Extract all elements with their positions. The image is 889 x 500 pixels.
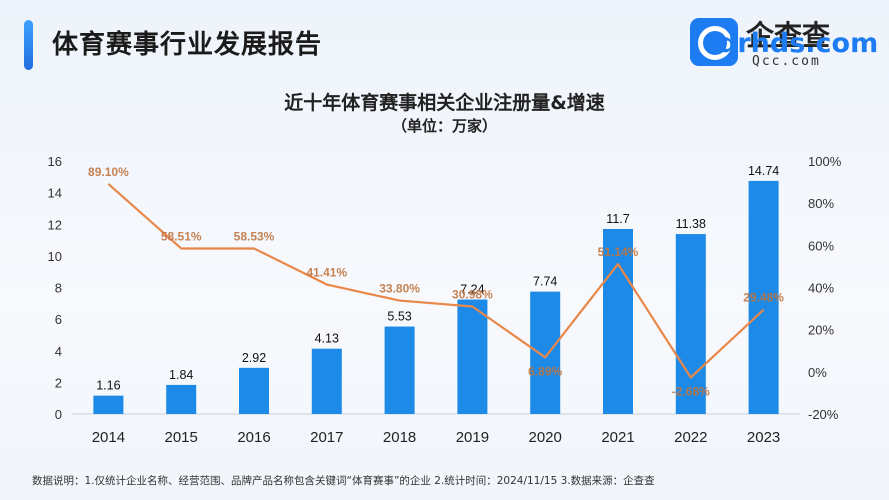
y-left-tick-label: 4 (55, 344, 62, 359)
x-tick-label: 2020 (529, 429, 562, 446)
y-left-tick-label: 6 (55, 312, 62, 327)
y-right-tick-label: 40% (808, 281, 834, 296)
growth-rate-label: 58.53% (234, 229, 275, 243)
growth-rate-label: -2.68% (672, 384, 710, 398)
growth-rate-label: 41.41% (306, 266, 347, 280)
x-tick-label: 2014 (92, 429, 125, 446)
bar (239, 367, 269, 414)
x-tick-label: 2023 (747, 429, 780, 446)
bar (675, 234, 706, 414)
growth-rate-label: 58.51% (161, 229, 202, 243)
logo-cn-text: 企查查 (746, 19, 831, 52)
growth-line (107, 183, 765, 379)
bar-value-label: 7.24 (460, 283, 484, 297)
y-left-tick-label: 10 (48, 249, 62, 264)
growth-rate-label: 33.80% (379, 282, 420, 296)
bar-value-label: 1.16 (96, 379, 120, 393)
y-right-tick-label: 100% (808, 154, 842, 169)
y-left-tick-label: 8 (55, 281, 62, 296)
y-left-tick-label: 2 (55, 375, 62, 390)
bar (530, 291, 561, 414)
footnote: 数据说明：1.仅统计企业名称、经营范围、品牌产品名称包含关键词“体育赛事”的企业… (32, 475, 655, 487)
y-right-tick-label: 20% (808, 323, 834, 338)
bar (93, 395, 124, 414)
y-left-tick-label: 0 (55, 407, 62, 422)
y-left-tick-label: 12 (48, 217, 62, 232)
chart-subtitle: （单位：万家） (391, 117, 497, 135)
x-tick-label: 2016 (237, 429, 270, 446)
y-right-tick-label: 60% (808, 238, 834, 253)
magnifier-q-icon (690, 18, 738, 66)
page-title: 体育赛事行业发展报告 (52, 30, 323, 60)
bar-value-label: 5.53 (387, 310, 411, 324)
growth-rate-label: 51.14% (598, 245, 639, 259)
bar (457, 299, 488, 414)
bar (384, 326, 415, 414)
x-tick-label: 2017 (310, 429, 343, 446)
bar-value-label: 14.74 (748, 164, 779, 178)
bar (311, 348, 342, 414)
x-tick-label: 2018 (383, 429, 416, 446)
bar-value-label: 2.92 (242, 351, 266, 365)
growth-rate-label: 30.98% (452, 288, 493, 302)
growth-rate-label: 89.10% (88, 165, 129, 179)
header-accent-bar (24, 20, 33, 70)
x-tick-label: 2015 (165, 429, 198, 446)
bar-value-label: 4.13 (315, 332, 339, 346)
y-right-tick-label: -20% (808, 407, 839, 422)
growth-rate-label: 6.89% (528, 364, 562, 378)
bar (603, 228, 633, 414)
x-tick-label: 2021 (601, 429, 634, 446)
logo-en-text: Qcc.com (752, 54, 821, 69)
y-left-tick-label: 14 (48, 186, 62, 201)
chart-title: 近十年体育赛事相关企业注册量&增速 (284, 92, 605, 114)
bar-value-label: 7.74 (533, 275, 557, 289)
y-left-tick-label: 16 (48, 154, 62, 169)
bar-value-label: 1.84 (169, 368, 193, 382)
x-tick-label: 2019 (456, 429, 489, 446)
bar (748, 180, 779, 414)
bar (166, 384, 197, 414)
bar-value-label: 11.38 (676, 217, 706, 231)
logo-watermark: drhds.com (718, 28, 879, 59)
bar-value-label: 11.7 (606, 212, 629, 226)
y-right-tick-label: 0% (808, 365, 827, 380)
x-tick-label: 2022 (674, 429, 707, 446)
growth-rate-label: 29.48% (743, 291, 784, 305)
y-right-tick-label: 80% (808, 196, 834, 211)
logo: 企查查 drhds.com Qcc.com (690, 14, 878, 72)
